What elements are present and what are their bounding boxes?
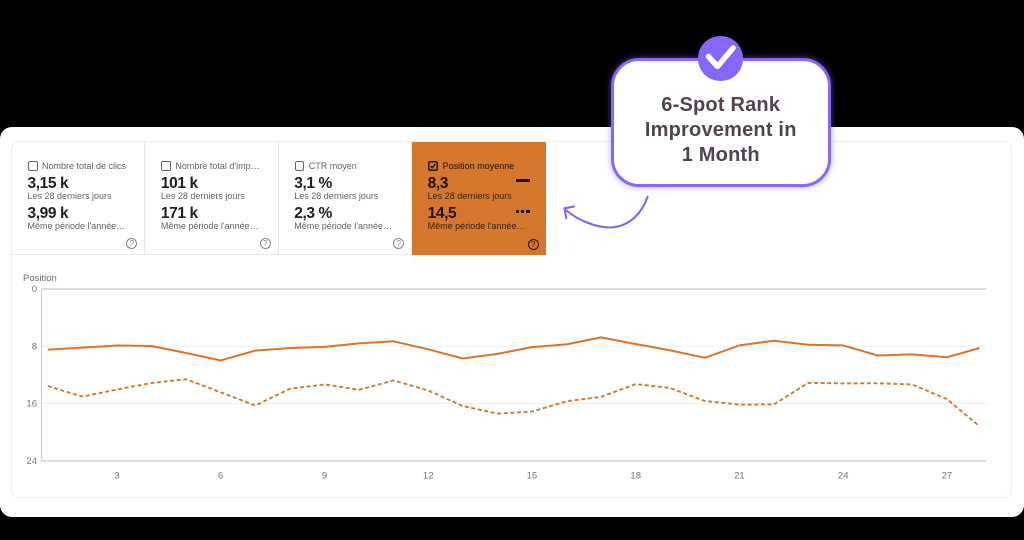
svg-text:3: 3 — [114, 471, 119, 482]
svg-text:21: 21 — [734, 471, 745, 482]
svg-text:15: 15 — [527, 471, 538, 482]
svg-text:18: 18 — [630, 471, 641, 482]
svg-text:12: 12 — [423, 471, 434, 482]
svg-text:24: 24 — [26, 456, 37, 467]
svg-text:6: 6 — [218, 471, 223, 482]
svg-text:0: 0 — [32, 284, 37, 295]
svg-text:9: 9 — [322, 471, 327, 482]
svg-text:24: 24 — [838, 471, 849, 482]
svg-text:16: 16 — [26, 399, 37, 410]
svg-text:Position: Position — [23, 273, 57, 284]
svg-text:27: 27 — [942, 471, 953, 482]
svg-text:8: 8 — [32, 341, 37, 352]
